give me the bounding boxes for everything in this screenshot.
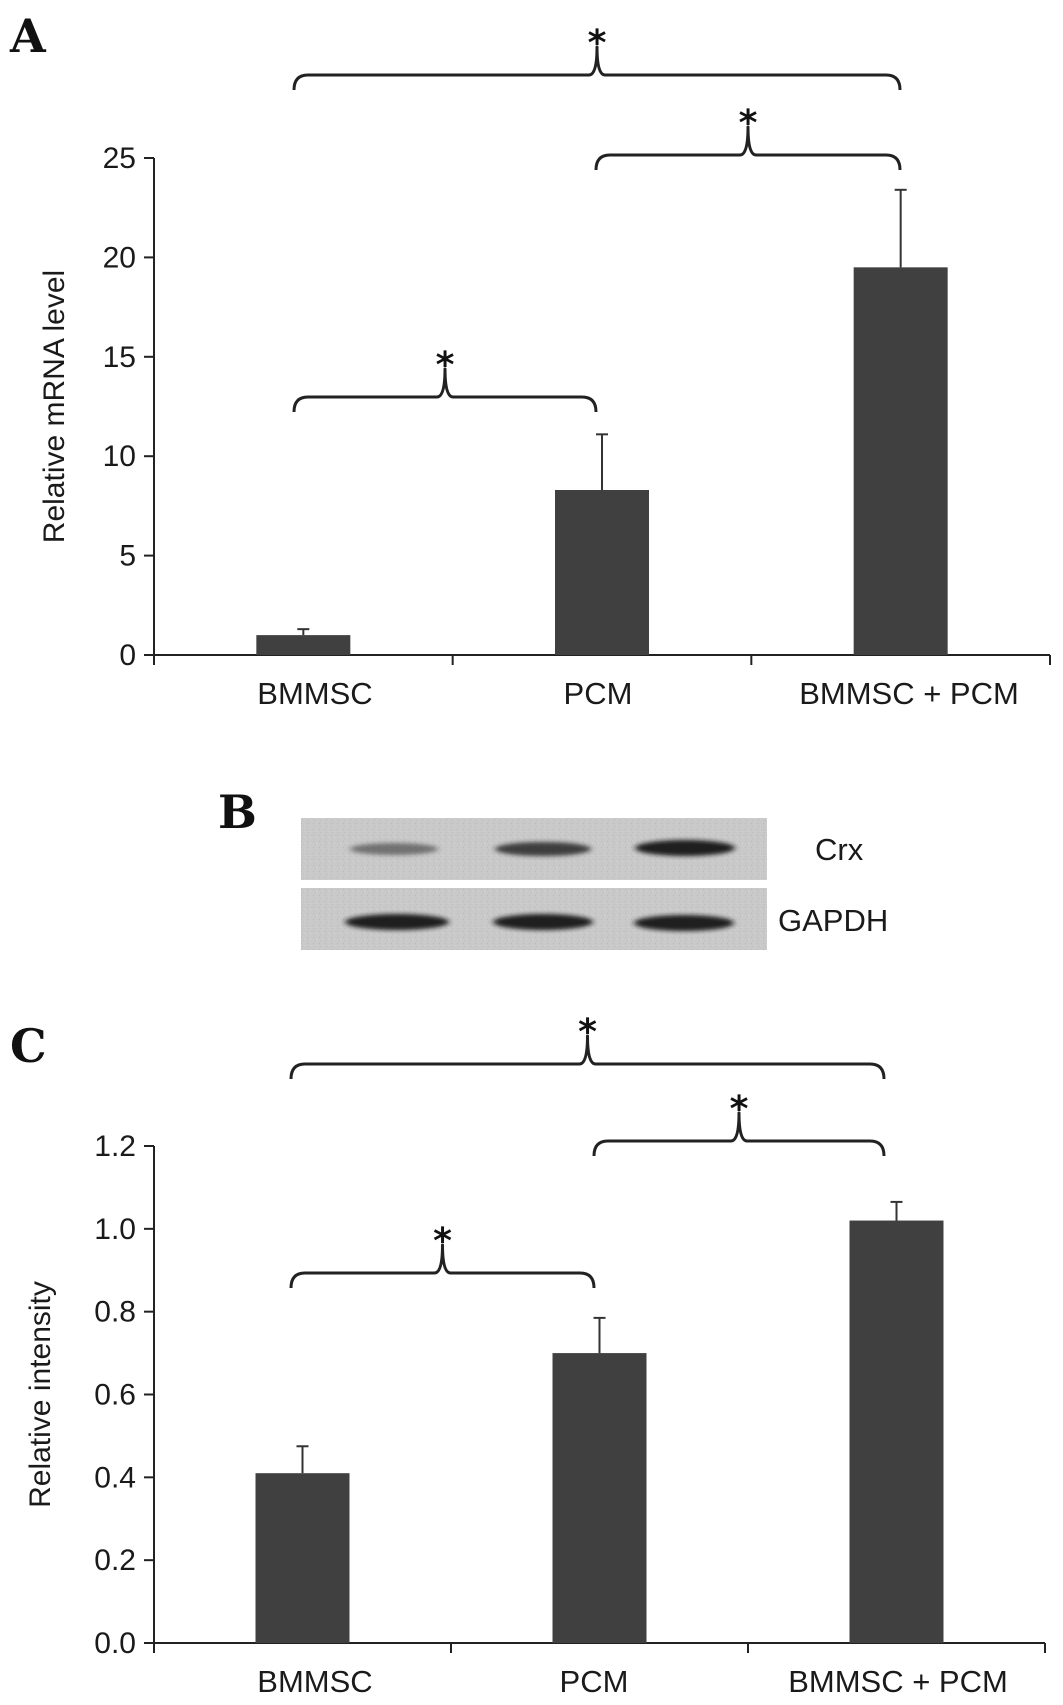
y-tick-label: 0 xyxy=(119,639,136,672)
significance-bracket xyxy=(292,367,598,413)
x-category-label: PCM xyxy=(560,1664,629,1699)
significance-star: * xyxy=(730,1089,749,1130)
significance-bracket xyxy=(289,1243,596,1289)
bar-2 xyxy=(555,489,649,655)
bar-2 xyxy=(552,1353,647,1643)
y-tick-label: 0.8 xyxy=(94,1296,136,1329)
y-tick-label: 0.4 xyxy=(94,1461,136,1494)
blot-band-gapdh-pcm xyxy=(493,914,593,930)
blot-band-crx-pcm xyxy=(495,842,591,856)
y-axis-title: Relative intensity xyxy=(24,1281,57,1508)
x-category-label: BMMSC + PCM xyxy=(788,1664,1008,1699)
y-tick-label: 1.2 xyxy=(94,1130,136,1163)
y-axis-title: Relative mRNA level xyxy=(38,270,71,543)
y-tick-label: 5 xyxy=(119,540,136,573)
x-category-label: BMMSC xyxy=(257,676,372,711)
bar-1 xyxy=(256,635,351,655)
y-tick-label: 25 xyxy=(103,142,136,175)
bar-3 xyxy=(849,1220,944,1643)
y-tick-label: 0.2 xyxy=(94,1544,136,1577)
blot-label-crx: Crx xyxy=(815,832,864,867)
significance-star: * xyxy=(433,1221,452,1262)
western-blot: Crx GAPDH xyxy=(301,818,888,950)
significance-star: * xyxy=(739,103,758,144)
panel-letter-c: C xyxy=(10,1019,47,1073)
panel-letter-a: A xyxy=(9,9,47,63)
y-tick-label: 15 xyxy=(103,341,136,374)
chart-relative-mrna: 0 5 10 15 20 25 BMMSC PCM BMMSC + PCM Relative mR… xyxy=(38,23,1051,711)
panel-letter-b: B xyxy=(218,785,257,839)
x-category-label: BMMSC xyxy=(257,1664,372,1699)
y-tick-label: 0.6 xyxy=(94,1379,136,1412)
significance-star: * xyxy=(436,345,455,386)
y-tick-label: 1.0 xyxy=(94,1213,136,1246)
significance-bracket xyxy=(292,45,902,91)
y-tick-label: 10 xyxy=(103,440,136,473)
blot-band-crx-combined xyxy=(635,840,735,856)
significance-bracket xyxy=(594,125,902,171)
blot-band-crx-bmmsc xyxy=(350,843,438,855)
significance-star: * xyxy=(588,23,607,64)
bar-3 xyxy=(853,267,948,655)
blot-band-gapdh-bmmsc xyxy=(345,914,449,930)
y-tick-label: 0.0 xyxy=(94,1627,136,1660)
bar-1 xyxy=(255,1473,350,1643)
significance-star: * xyxy=(578,1012,597,1053)
blot-label-gapdh: GAPDH xyxy=(778,903,888,938)
y-tick-label: 20 xyxy=(103,241,136,274)
x-category-label: PCM xyxy=(564,676,633,711)
blot-band-gapdh-combined xyxy=(634,915,734,931)
significance-bracket xyxy=(289,1034,886,1080)
chart-relative-intensity: 0.0 0.2 0.4 0.6 0.8 1.0 1.2 BMMSC PCM BMMSC + PCM… xyxy=(24,1012,1046,1699)
significance-bracket xyxy=(592,1111,886,1157)
x-category-label: BMMSC + PCM xyxy=(799,676,1019,711)
